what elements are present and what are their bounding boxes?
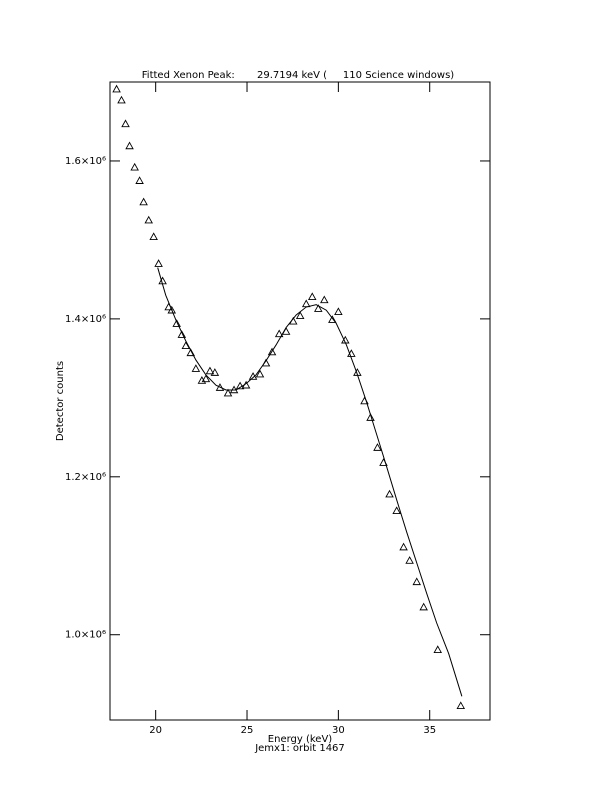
data-point — [191, 364, 201, 372]
y-tick-label: 1.6×10⁶ — [65, 156, 106, 167]
x-tick-label: 25 — [241, 725, 254, 736]
data-point — [154, 259, 163, 267]
fit-line — [157, 267, 463, 697]
data-point — [172, 319, 181, 327]
data-point — [112, 84, 121, 93]
data-point — [201, 374, 211, 383]
data-point — [235, 381, 245, 390]
data-point — [419, 602, 428, 611]
data-point — [392, 506, 401, 515]
data-point — [334, 307, 343, 316]
data-point — [314, 304, 323, 312]
data-point — [433, 645, 443, 653]
y-axis-label: Detector counts — [55, 361, 66, 441]
data-point — [205, 366, 215, 375]
data-point — [144, 215, 153, 224]
x-tick-label: 30 — [332, 725, 345, 736]
data-point — [186, 348, 196, 357]
data-point — [412, 577, 422, 586]
data-point — [167, 305, 177, 314]
data-point — [328, 315, 337, 323]
data-point — [366, 413, 375, 421]
data-point — [210, 368, 220, 376]
x-tick-label: 20 — [149, 725, 162, 736]
data-point — [295, 311, 305, 319]
data-point — [121, 119, 130, 128]
data-point — [223, 388, 233, 397]
x-axis-label: Energy (keV) — [268, 734, 333, 745]
data-point — [117, 95, 126, 104]
data-point — [320, 295, 329, 304]
data-point — [399, 542, 408, 551]
data-point — [456, 701, 466, 710]
data-point — [130, 162, 139, 171]
chart-title: Fitted Xenon Peak: 29.7194 keV ( 110 Sci… — [142, 70, 455, 81]
data-point — [149, 232, 158, 241]
data-point — [135, 176, 144, 184]
y-tick-label: 1.2×10⁶ — [65, 472, 106, 483]
y-tick-label: 1.0×10⁶ — [65, 630, 106, 641]
data-point — [125, 141, 134, 150]
data-point — [267, 347, 277, 356]
y-tick-label: 1.4×10⁶ — [65, 314, 106, 325]
data-point — [405, 556, 414, 564]
x-tick-label: 35 — [423, 725, 436, 736]
data-point — [274, 329, 284, 338]
data-point — [307, 292, 317, 301]
data-point — [215, 383, 225, 391]
data-point — [373, 443, 382, 451]
plot-frame — [109, 81, 491, 721]
data-point — [181, 341, 191, 349]
data-point — [139, 197, 148, 206]
data-point — [255, 369, 265, 378]
data-point — [385, 489, 394, 498]
data-point — [177, 330, 187, 338]
subtitle: Jemx1: orbit 1467 — [254, 743, 345, 754]
